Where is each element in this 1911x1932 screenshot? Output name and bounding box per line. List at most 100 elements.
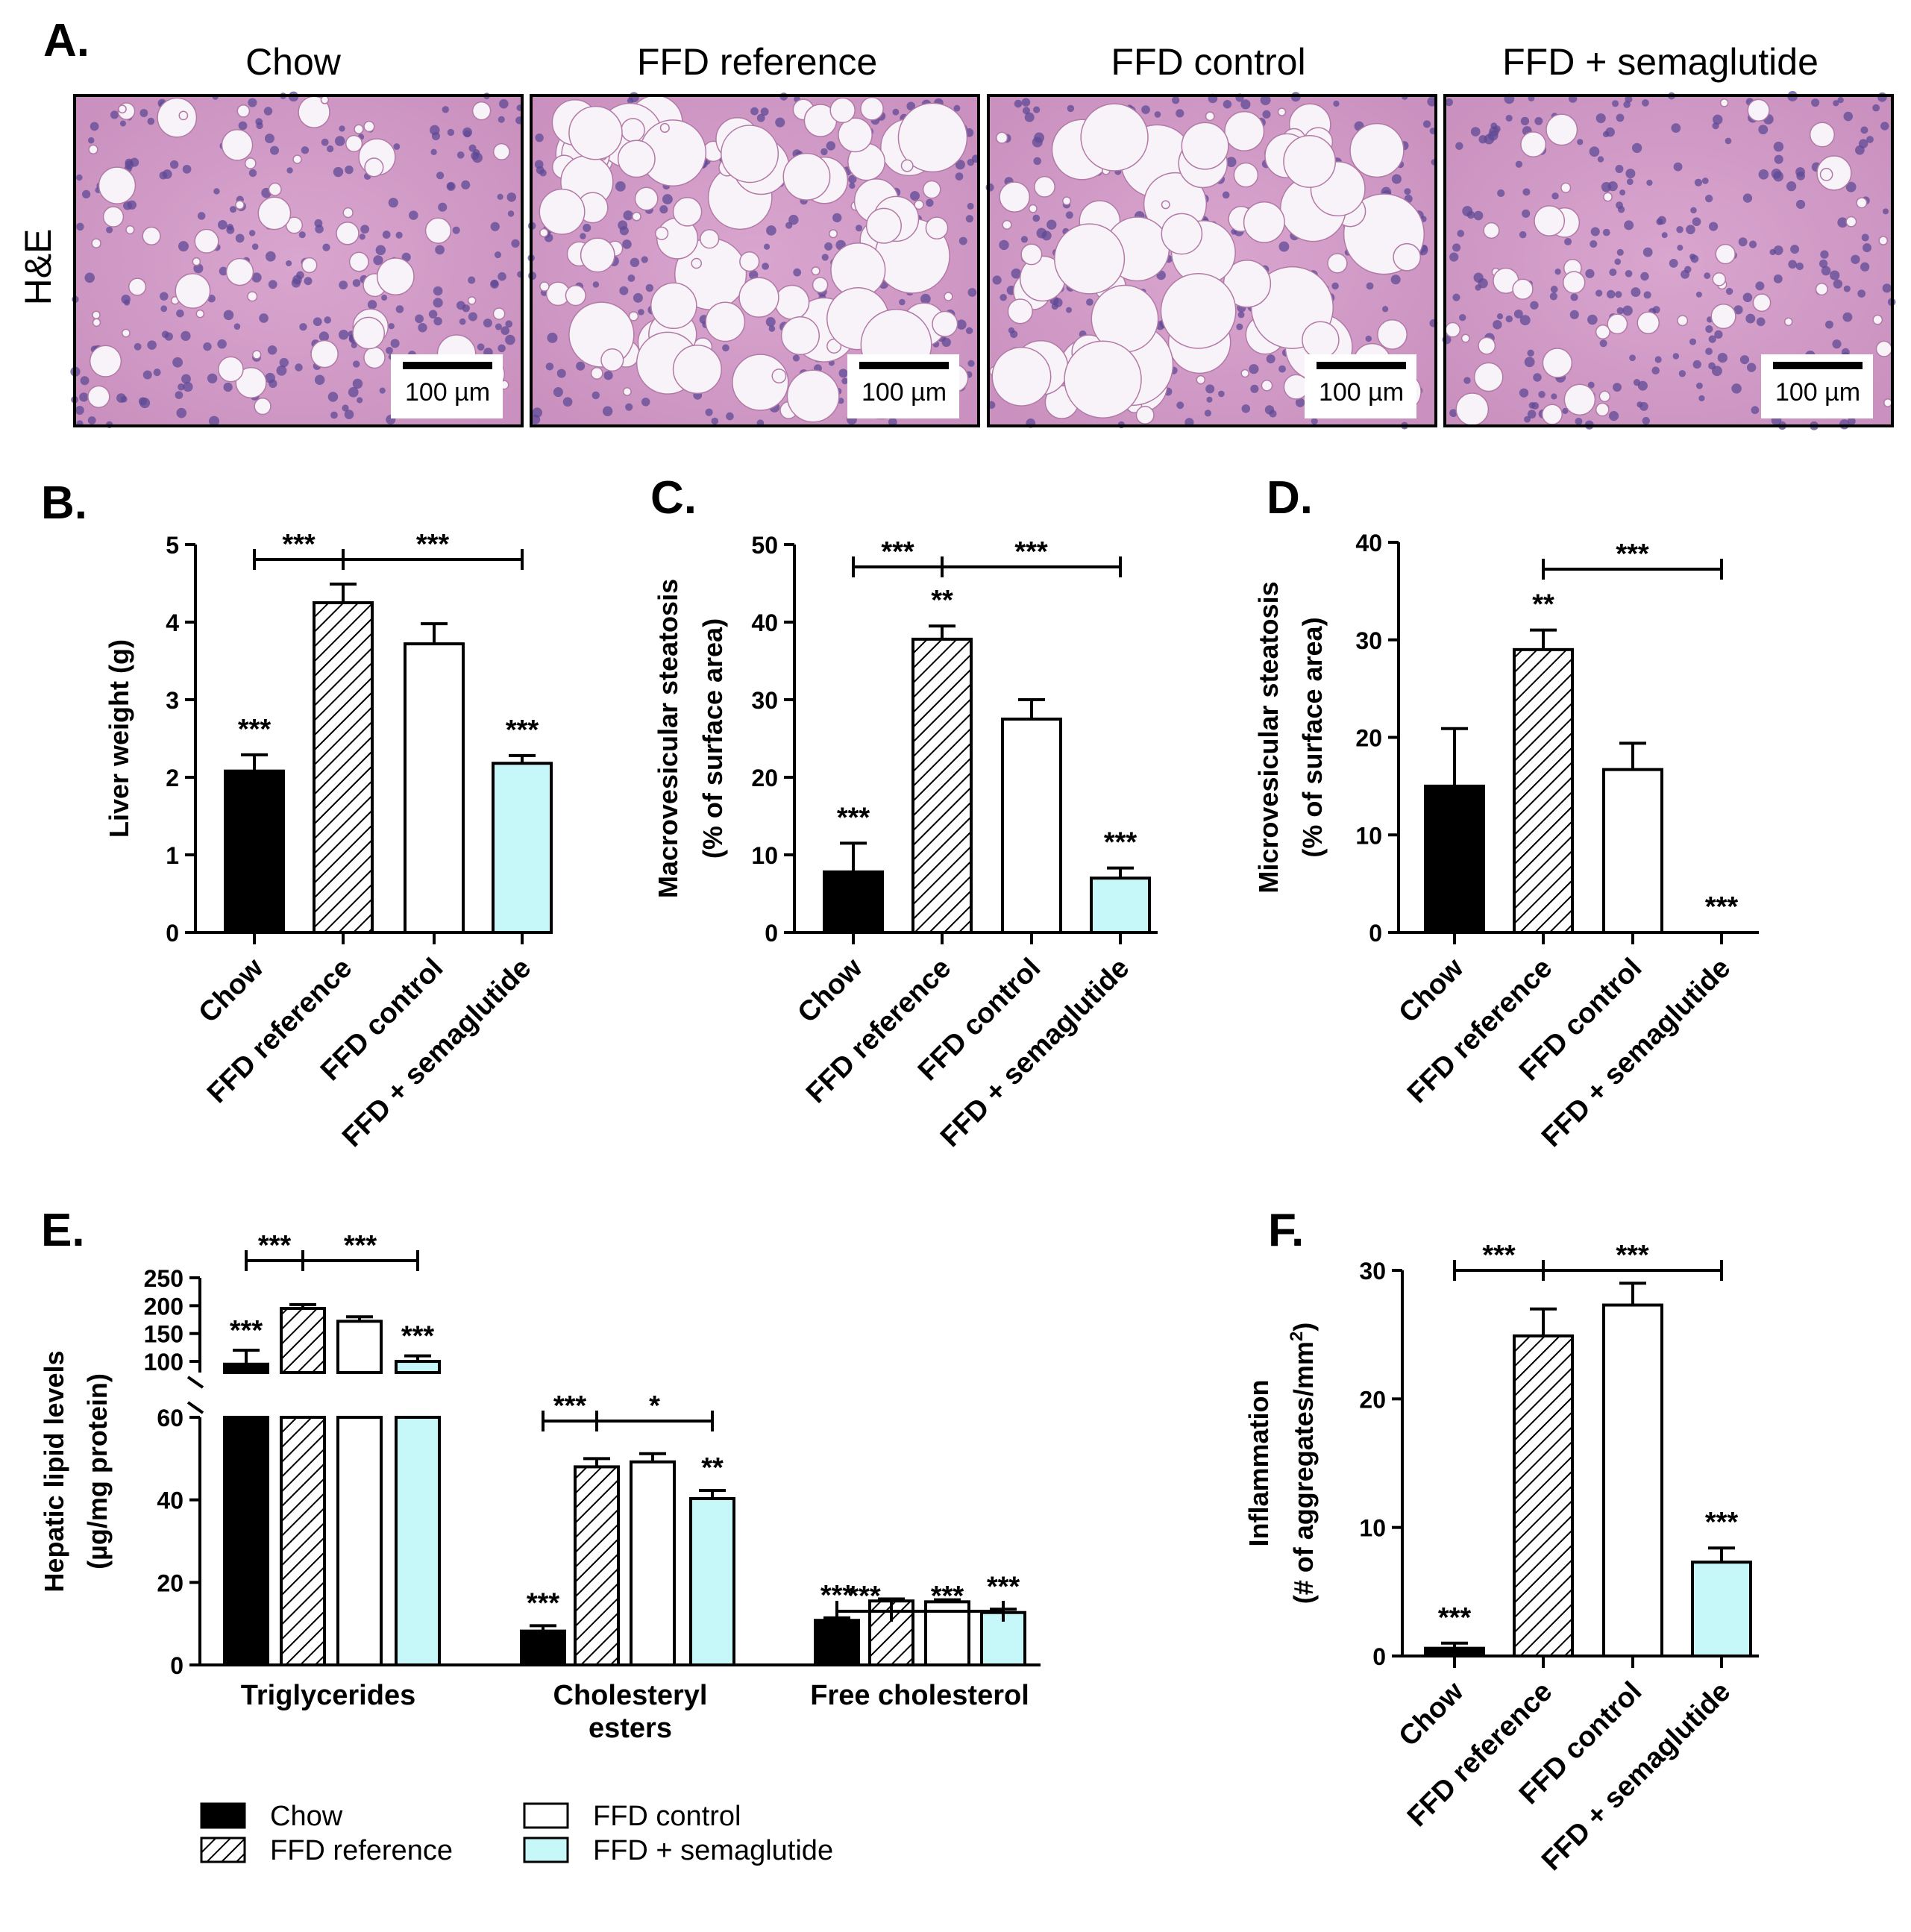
nucleus [763, 243, 771, 250]
nucleus [1832, 339, 1842, 349]
lipid-droplet [285, 216, 304, 234]
nucleus [1262, 110, 1271, 119]
nucleus [255, 118, 263, 126]
nucleus [1678, 370, 1686, 377]
nucleus [251, 243, 259, 250]
lipid-droplet [568, 105, 623, 160]
nucleus [193, 263, 204, 274]
nucleus [1331, 282, 1339, 290]
nucleus [615, 181, 626, 192]
nucleus [409, 210, 418, 220]
nucleus [263, 107, 273, 116]
lipid-droplet [128, 277, 147, 296]
nucleus [1295, 398, 1305, 407]
nucleus [1020, 236, 1029, 243]
lipid-droplet [900, 159, 914, 172]
y-tick-label: 10 [751, 842, 778, 869]
panel-label-b: B. [41, 477, 87, 529]
lipid-droplet [922, 180, 941, 199]
nucleus [401, 252, 411, 262]
lipid-droplet [1053, 223, 1126, 295]
nucleus [296, 271, 304, 280]
nucleus [76, 174, 83, 181]
nucleus [248, 230, 256, 236]
lipid-droplet [125, 225, 135, 235]
lipid-droplet [1240, 368, 1249, 378]
nucleus [505, 334, 515, 345]
lipid-droplet [1243, 201, 1285, 243]
bracket-label: *** [1616, 539, 1649, 570]
nucleus [499, 98, 509, 109]
lipid-droplet [1875, 340, 1892, 357]
nucleus [1222, 191, 1230, 199]
nucleus [534, 160, 544, 169]
nucleus [213, 188, 220, 195]
nucleus [633, 292, 643, 303]
lipid-droplet [838, 117, 873, 153]
nucleus [251, 272, 262, 283]
image-frame [987, 94, 1437, 427]
lipid-droplet [655, 226, 669, 240]
x-category-label: Triglycerides [241, 1680, 415, 1711]
lipid-droplet [539, 188, 586, 235]
nucleus [1154, 111, 1161, 118]
nucleus [1672, 353, 1680, 360]
nucleus [238, 121, 248, 131]
lipid-droplet [467, 296, 477, 305]
lipid-droplet [92, 310, 101, 319]
nucleus [1455, 142, 1463, 150]
nucleus [1629, 354, 1636, 362]
nucleus [1597, 156, 1604, 163]
lipid-droplet [771, 368, 787, 384]
nucleus [270, 145, 279, 155]
nucleus [447, 128, 455, 137]
nucleus [169, 160, 179, 169]
nucleus [958, 236, 967, 245]
nucleus [175, 391, 183, 399]
nucleus [1837, 96, 1844, 104]
lipid-droplet [944, 292, 953, 301]
nucleus [264, 134, 274, 144]
lipid-droplet [221, 129, 254, 161]
lipid-droplet [580, 237, 615, 273]
lipid-droplet [1560, 182, 1572, 193]
lipid-droplet [87, 385, 110, 409]
x-category-label: Cholesteryl [553, 1680, 708, 1711]
nucleus [139, 109, 148, 117]
histology-title-semaglutide: FFD + semaglutide [1502, 41, 1819, 83]
nucleus [121, 294, 131, 304]
lipid-droplet [632, 211, 641, 222]
nucleus [1587, 381, 1595, 389]
nucleus [1642, 247, 1653, 257]
lipid-droplet [1715, 243, 1736, 265]
nucleus [1609, 411, 1619, 421]
lipid-droplet [865, 207, 902, 244]
nucleus [1745, 313, 1756, 324]
lipid-droplet [310, 339, 339, 368]
lipid-droplet [1878, 236, 1889, 245]
lipid-droplet [996, 131, 1008, 144]
nucleus [1643, 291, 1651, 299]
nucleus [415, 314, 424, 324]
nucleus [1519, 388, 1529, 398]
nucleus [1872, 104, 1880, 112]
lipid-droplet [932, 310, 958, 337]
bar-significance: ** [931, 585, 953, 616]
nucleus [659, 205, 668, 214]
bar-significance: *** [1705, 891, 1739, 923]
y-tick-label: 2 [166, 765, 179, 791]
y-tick-label: 60 [157, 1405, 183, 1431]
nucleus [1637, 380, 1648, 391]
nucleus [1755, 281, 1765, 291]
nucleus [1382, 306, 1389, 313]
histology-image: 100 µm [70, 91, 524, 428]
x-tick-label: Chow [792, 952, 869, 1029]
nucleus [1748, 240, 1757, 248]
lipid-droplet [236, 104, 251, 118]
nucleus [1445, 98, 1453, 107]
nucleus [1269, 410, 1277, 418]
lipid-droplet [247, 291, 258, 302]
nucleus [84, 272, 95, 283]
nucleus [965, 327, 973, 334]
nucleus [1613, 383, 1622, 392]
